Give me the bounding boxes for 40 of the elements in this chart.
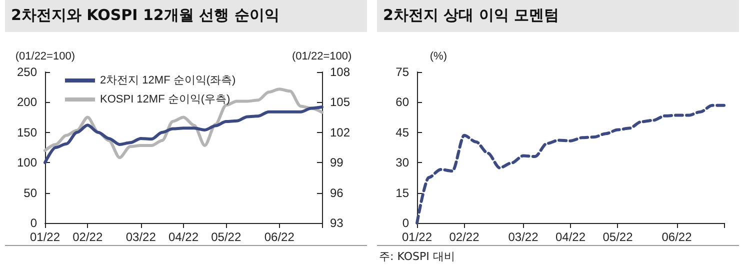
y2-tick-label: 105 [330, 95, 350, 110]
x-tick-label: 02/22 [72, 230, 103, 244]
x-tick-label: 01/22 [30, 230, 60, 244]
y2-tick-label: 99 [330, 156, 344, 170]
chart-title: 2차전지 상대 이익 모멘텀 [377, 0, 739, 32]
x-tick-label: 06/22 [264, 230, 295, 244]
y-tick-label: 45 [396, 125, 410, 140]
y-tick-label: 60 [396, 95, 410, 110]
y-tick-label: 100 [16, 156, 38, 170]
x-tick-label: 03/22 [508, 230, 539, 244]
line-series [44, 106, 324, 164]
x-tick-label: 06/22 [662, 230, 692, 244]
x-tick-label: 01/22 [402, 230, 432, 244]
legend-label: KOSPI 12MF 순이익(우측) [100, 94, 230, 106]
x-tick-label: 05/22 [602, 230, 634, 244]
y-tick-label: 150 [16, 125, 38, 140]
y-tick-label: 250 [16, 65, 38, 79]
y2-axis-title: (01/22=100) [292, 50, 352, 62]
chart-title: 2차전지와 KOSPI 12개월 선행 순이익 [5, 0, 367, 32]
y2-tick-label: 102 [330, 125, 350, 140]
x-tick-label: 03/22 [126, 230, 156, 244]
text: 주: KOSPI 대비 [377, 245, 739, 268]
y-axis-title: (01/22=100) [15, 50, 75, 62]
y-tick-label: 200 [16, 95, 38, 110]
x-tick-label: 02/22 [449, 230, 480, 244]
y-tick-label: 15 [396, 186, 410, 200]
x-tick-label: 05/22 [211, 230, 242, 244]
line-series [44, 88, 324, 160]
x-tick-label: 04/22 [168, 230, 199, 244]
y-tick-label: 50 [24, 186, 38, 200]
y-tick-label: 75 [396, 65, 410, 79]
y2-tick-label: 96 [330, 186, 344, 200]
y-axis-title: (%) [430, 50, 447, 62]
x-tick-label: 04/22 [555, 230, 586, 244]
y-tick-label: 0 [30, 216, 38, 230]
y2-tick-label: 93 [330, 216, 344, 230]
y-tick-label: 0 [402, 216, 410, 230]
legend-label: 2차전지 12MF 순이익(좌측) [100, 74, 236, 86]
y2-tick-label: 108 [330, 65, 350, 79]
y-tick-label: 30 [396, 156, 410, 170]
